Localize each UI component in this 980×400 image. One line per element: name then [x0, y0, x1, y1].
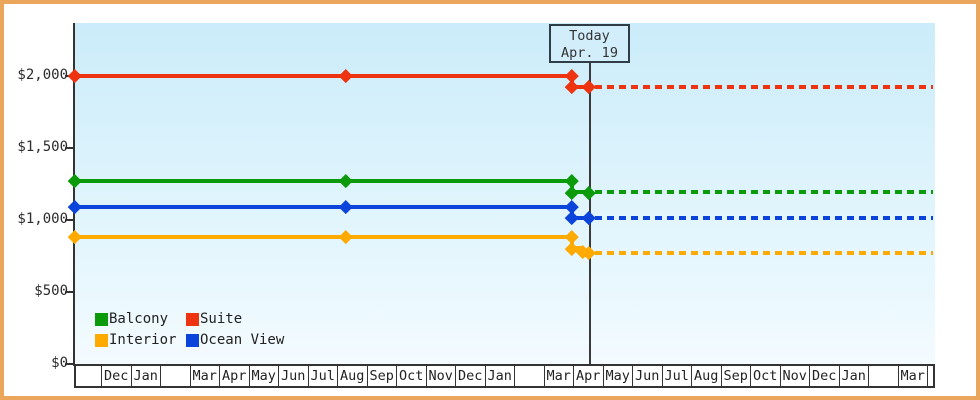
month-cell: May — [604, 366, 633, 386]
month-cell: Oct — [397, 366, 427, 386]
month-cell: May — [250, 366, 279, 386]
month-cell: Mar — [899, 366, 928, 386]
month-cell: Jun — [633, 366, 663, 386]
today-callout-label: Today — [569, 28, 610, 44]
suite-color-swatch — [186, 312, 199, 326]
legend-label: Balcony — [109, 311, 169, 327]
today-callout-date: Apr. 19 — [561, 45, 618, 61]
month-cell: Dec — [102, 366, 132, 386]
price-line-segment — [75, 204, 572, 209]
month-cell: Sep — [722, 366, 751, 386]
price-line-segment — [75, 178, 572, 183]
month-cell — [928, 366, 933, 386]
y-axis-tick — [65, 362, 74, 365]
month-cell: Jan — [132, 366, 161, 386]
month-cell: Dec — [456, 366, 486, 386]
month-cell — [515, 366, 545, 386]
month-cell: Oct — [751, 366, 781, 386]
y-axis-label: $1,000 — [17, 210, 68, 227]
y-axis-tick — [65, 218, 74, 221]
y-axis-line — [73, 23, 75, 366]
chart-stage: Today Apr. 19 Dec Jan Mar Apr May Jun Jul Aug Se… — [4, 4, 976, 396]
month-cell: Dec — [810, 366, 840, 386]
price-line-segment — [75, 73, 572, 78]
month-cell: Mar — [191, 366, 220, 386]
forecast-dotted-line — [595, 85, 933, 90]
forecast-dotted-line — [595, 190, 933, 195]
month-cell: Jan — [486, 366, 515, 386]
month-cell: Aug — [692, 366, 722, 386]
price-line-segment — [572, 190, 589, 195]
month-cell: Apr — [220, 366, 250, 386]
month-cell: Nov — [427, 366, 456, 386]
price-line-segment — [572, 216, 589, 221]
price-line-segment — [572, 85, 589, 90]
legend-label: Interior — [109, 332, 177, 348]
legend-item-suite: Suite — [186, 311, 284, 327]
interior-color-swatch — [95, 333, 108, 347]
y-axis-tick — [65, 290, 74, 293]
today-callout: Today Apr. 19 — [549, 24, 630, 63]
month-cell — [76, 366, 102, 386]
forecast-dotted-line — [595, 216, 933, 221]
y-axis-label: $500 — [34, 282, 68, 299]
legend-item-ocean-view: Ocean View — [186, 332, 284, 348]
y-axis-label: $0 — [51, 354, 68, 371]
month-cell: Aug — [338, 366, 368, 386]
x-axis-month-band: Dec Jan Mar Apr May Jun Jul Aug Sep Oct Nov Dec Jan M… — [74, 364, 935, 388]
price-line-segment — [75, 234, 572, 239]
y-axis-label: $2,000 — [17, 66, 68, 83]
forecast-dotted-line — [595, 250, 933, 255]
legend-label: Ocean View — [200, 332, 285, 348]
month-cell: Jan — [840, 366, 869, 386]
month-cell: Jul — [309, 366, 338, 386]
y-axis-tick — [65, 146, 74, 149]
balcony-color-swatch — [95, 312, 108, 326]
legend-item-balcony: Balcony — [95, 311, 186, 327]
month-cell: Jun — [279, 366, 309, 386]
month-cell: Nov — [781, 366, 810, 386]
month-cell: Sep — [368, 366, 397, 386]
month-cell — [161, 366, 191, 386]
legend-item-interior: Interior — [95, 332, 186, 348]
month-cell: Jul — [663, 366, 692, 386]
month-cell — [869, 366, 899, 386]
legend-label: Suite — [200, 311, 243, 327]
y-axis-label: $1,500 — [17, 138, 68, 155]
legend: Balcony Suite Interior Ocean View — [95, 311, 284, 348]
month-cell: Apr — [574, 366, 604, 386]
month-cell: Mar — [545, 366, 574, 386]
ocean-view-color-swatch — [186, 333, 199, 347]
